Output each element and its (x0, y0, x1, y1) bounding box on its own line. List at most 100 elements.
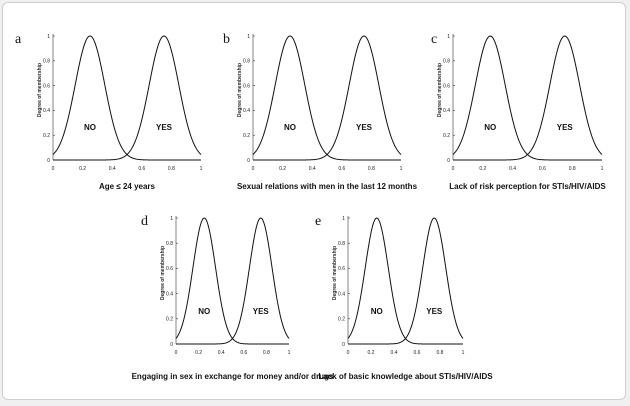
x-tick-label: 0.4 (218, 350, 225, 356)
panel-d: d 0 0.2 0.4 0.6 0.8 1 0 0.2 0.4 0.6 0.8 1 Degree of m… (132, 214, 334, 381)
y-axis-label: Degree of membership (437, 63, 443, 117)
membership-curve-no (175, 217, 289, 345)
curve-label-no: NO (484, 123, 496, 132)
y-tick-label: 0 (170, 342, 173, 348)
x-tick-label: 1 (601, 166, 604, 172)
y-tick-label: 0.8 (338, 241, 345, 247)
panel-label-d: d (141, 214, 148, 229)
y-tick-label: 0.4 (338, 291, 345, 297)
panel-e: e 0 0.2 0.4 0.6 0.8 1 0 0.2 0.4 0.6 0.8 1 Degree of m… (315, 214, 493, 381)
y-tick-label: 0.6 (166, 266, 173, 272)
y-tick-label: 0.8 (443, 59, 450, 65)
x-tick-label: 0.8 (168, 166, 175, 172)
x-tick-label: 1 (462, 350, 465, 356)
membership-curve-yes (453, 35, 603, 161)
membership-curve-yes (348, 217, 464, 345)
x-tick-label: 0 (175, 350, 178, 356)
curve-label-no: NO (371, 307, 383, 316)
x-tick-label: 0.4 (109, 166, 116, 172)
y-tick-label: 0 (47, 158, 50, 164)
y-tick-label: 0 (247, 158, 250, 164)
x-tick-label: 1 (200, 166, 203, 172)
x-tick-label: 0.8 (569, 166, 576, 172)
x-tick-label: 0.6 (414, 350, 421, 356)
membership-curve-no (347, 217, 463, 345)
y-tick-label: 0.2 (243, 133, 250, 139)
y-tick-label: 1 (247, 34, 250, 40)
panel-a: a 0 0.2 0.4 0.6 0.8 1 0 0.2 0.4 0.6 0.8 1 Degree of m… (15, 32, 203, 191)
x-tick-label: 0.4 (309, 166, 316, 172)
y-tick-label: 0.2 (338, 317, 345, 323)
y-tick-label: 0.8 (243, 59, 250, 65)
y-tick-label: 0.2 (43, 133, 50, 139)
x-axis-label: Age ≤ 24 years (99, 182, 156, 191)
y-tick-label: 0.4 (166, 291, 173, 297)
x-axis-label: Engaging in sex in exchange for money an… (132, 372, 334, 381)
x-tick-label: 0.2 (368, 350, 375, 356)
curve-label-no: NO (84, 123, 96, 132)
x-tick-label: 0.6 (138, 166, 145, 172)
y-tick-label: 0.6 (243, 83, 250, 89)
x-axis-label: Sexual relations with men in the last 12… (237, 182, 418, 191)
figure-frame: a 0 0.2 0.4 0.6 0.8 1 0 0.2 0.4 0.6 0.8 1 Degree of m… (2, 2, 626, 400)
curve-label-yes: YES (557, 123, 574, 132)
panel-b: b 0 0.2 0.4 0.6 0.8 1 0 0.2 0.4 0.6 0.8 1 Degree of m… (223, 32, 418, 191)
y-tick-label: 0.8 (166, 241, 173, 247)
curve-label-yes: YES (426, 307, 443, 316)
x-tick-label: 0.6 (240, 350, 247, 356)
y-tick-label: 1 (447, 34, 450, 40)
y-tick-label: 0.4 (243, 108, 250, 114)
x-tick-label: 0.8 (368, 166, 375, 172)
curve-label-yes: YES (253, 307, 270, 316)
y-tick-label: 0.4 (443, 108, 450, 114)
membership-curve-yes (176, 217, 290, 345)
x-tick-label: 1 (400, 166, 403, 172)
y-axis-label: Degree of membership (237, 63, 243, 117)
x-tick-label: 0 (347, 350, 350, 356)
x-tick-label: 0 (52, 166, 55, 172)
y-tick-label: 1 (170, 216, 173, 222)
x-tick-label: 0.4 (391, 350, 398, 356)
x-tick-label: 0 (252, 166, 255, 172)
x-tick-label: 0.8 (437, 350, 444, 356)
x-axis-label: Lack of basic knowledge about STIs/HIV/A… (318, 372, 493, 381)
figure-svg: a 0 0.2 0.4 0.6 0.8 1 0 0.2 0.4 0.6 0.8 1 Degree of m… (15, 32, 606, 381)
x-tick-label: 0 (452, 166, 455, 172)
y-tick-label: 0.2 (166, 317, 173, 323)
curve-label-no: NO (198, 307, 210, 316)
y-tick-label: 1 (47, 34, 50, 40)
y-tick-label: 0.6 (43, 83, 50, 89)
y-tick-label: 0.4 (43, 108, 50, 114)
membership-curve-yes (53, 35, 202, 161)
curve-label-no: NO (284, 123, 296, 132)
y-tick-label: 0.2 (443, 133, 450, 139)
y-axis-label: Degree of membership (160, 246, 166, 300)
y-tick-label: 0 (447, 158, 450, 164)
y-axis-label: Degree of membership (37, 63, 43, 117)
x-tick-label: 0.2 (79, 166, 86, 172)
panel-label-b: b (223, 32, 230, 47)
panel-c: c 0 0.2 0.4 0.6 0.8 1 0 0.2 0.4 0.6 0.8 1 Degree of m… (431, 32, 606, 191)
panel-label-c: c (431, 32, 437, 47)
y-tick-label: 0.8 (43, 59, 50, 65)
x-tick-label: 0.6 (539, 166, 546, 172)
membership-curve-no (452, 35, 602, 161)
membership-curve-no (252, 35, 401, 161)
x-axis-label: Lack of risk perception for STIs/HIV/AID… (449, 182, 606, 191)
x-tick-label: 0.6 (338, 166, 345, 172)
curve-label-yes: YES (156, 123, 173, 132)
curve-label-yes: YES (356, 123, 373, 132)
x-tick-label: 0.8 (263, 350, 270, 356)
y-tick-label: 0.6 (338, 266, 345, 272)
panel-label-a: a (15, 32, 22, 47)
x-tick-label: 1 (288, 350, 291, 356)
panel-label-e: e (315, 214, 321, 229)
membership-curve-no (52, 35, 201, 161)
y-tick-label: 0.6 (443, 83, 450, 89)
y-tick-label: 0 (342, 342, 345, 348)
y-tick-label: 1 (342, 216, 345, 222)
y-axis-label: Degree of membership (332, 246, 338, 300)
x-tick-label: 0.2 (195, 350, 202, 356)
membership-curve-yes (253, 35, 402, 161)
x-tick-label: 0.2 (279, 166, 286, 172)
